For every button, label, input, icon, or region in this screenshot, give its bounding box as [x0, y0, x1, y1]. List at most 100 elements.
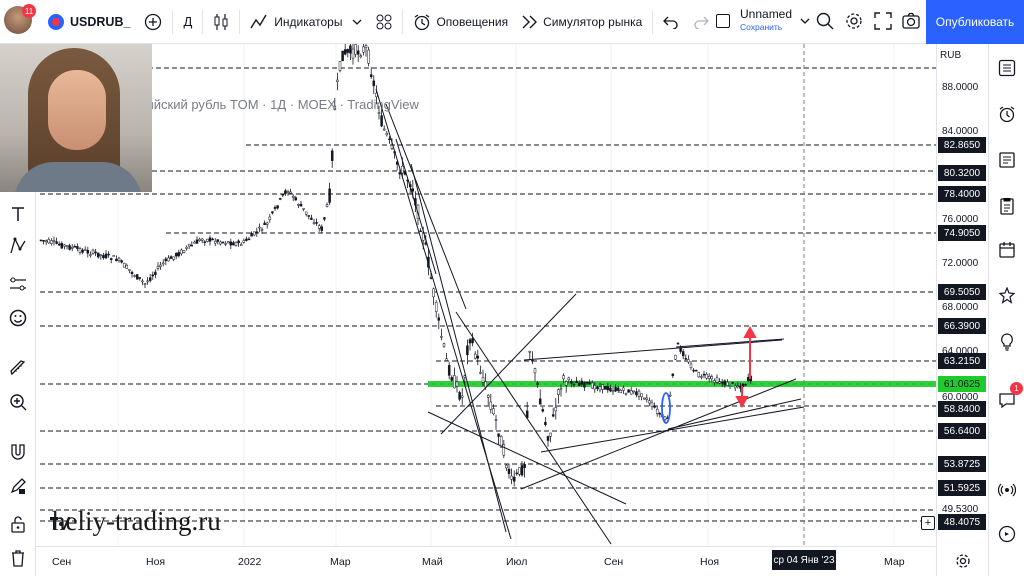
marker-ellipse[interactable] — [661, 392, 671, 424]
chart-pane[interactable]: сийский рубль TOM · 1Д · MOEX · TradingV… — [36, 44, 936, 546]
compare-button[interactable] — [137, 0, 169, 44]
candle-body — [520, 465, 524, 476]
candle-body — [174, 252, 178, 257]
price-level-box[interactable]: 66.3900 — [938, 318, 986, 334]
price-level-box[interactable]: 58.8400 — [938, 401, 986, 417]
candle-body — [198, 238, 201, 241]
candle-body — [312, 222, 316, 225]
trend-lines[interactable] — [375, 88, 805, 545]
candle-body — [333, 105, 337, 110]
chart-style-button[interactable] — [206, 0, 236, 44]
indicators-button[interactable]: Индикаторы — [243, 0, 369, 44]
publish-button[interactable]: Опубликовать — [926, 0, 1024, 44]
undo-button[interactable] — [656, 0, 686, 44]
candle-body — [432, 288, 435, 298]
hotlist-icon[interactable] — [995, 284, 1019, 308]
lock-icon[interactable] — [6, 512, 30, 536]
pattern-tool-icon[interactable] — [6, 234, 30, 258]
ideas-lightbulb-icon[interactable] — [995, 330, 1019, 354]
candle-body — [325, 204, 329, 207]
candle-body — [531, 359, 534, 362]
data-window-icon[interactable] — [995, 194, 1019, 218]
layout-save-link[interactable]: Сохранить — [740, 22, 783, 32]
magnet-icon[interactable] — [6, 440, 30, 464]
news-icon[interactable] — [995, 148, 1019, 172]
streams-icon[interactable] — [995, 478, 1019, 502]
candle-body — [252, 231, 256, 236]
price-axis[interactable]: 88.0000 84.0000 76.0000 72.0000 68.0000 … — [936, 44, 988, 546]
candle-body — [109, 258, 113, 261]
pencil-lock-icon[interactable] — [6, 474, 30, 498]
alarm-clock-icon[interactable] — [995, 102, 1019, 126]
layout-name-button[interactable]: Unnamed Сохранить — [716, 8, 810, 33]
add-level-button[interactable]: + — [921, 516, 935, 530]
search-icon[interactable] — [816, 12, 834, 30]
candle-body — [128, 269, 131, 271]
candle-body — [343, 49, 347, 55]
price-level-box[interactable]: 48.4075 — [938, 514, 986, 530]
candle-body — [102, 255, 105, 259]
candle-body — [289, 191, 292, 194]
candle-body — [479, 372, 482, 374]
candle-body — [323, 217, 326, 220]
symbol-search-button[interactable]: USDRUB_ — [40, 0, 137, 44]
chart-title[interactable]: сийский рубль TOM · 1Д · MOEX · TradingV… — [140, 97, 419, 112]
trash-icon[interactable] — [6, 546, 30, 570]
time-label: 2022 — [238, 556, 262, 568]
price-level-box[interactable]: 53.8725 — [938, 456, 986, 472]
candle-body — [468, 339, 472, 344]
candle-body — [697, 372, 701, 378]
candle-body — [692, 369, 695, 372]
candle-body — [250, 233, 253, 237]
price-level-box[interactable]: 63.2150 — [938, 353, 986, 369]
redo-button[interactable] — [686, 0, 716, 44]
measure-tool-icon[interactable] — [6, 272, 30, 296]
price-level-box[interactable]: 56.6400 — [938, 423, 986, 439]
text-tool-icon[interactable] — [6, 202, 30, 226]
price-level-box[interactable]: 69.5050 — [938, 284, 986, 300]
interval-label: Д — [183, 14, 193, 29]
direction-arrows[interactable] — [735, 325, 757, 409]
time-axis[interactable]: Сен Ноя 2022 Мар Май Июл Сен Ноя Мар ср … — [36, 546, 936, 576]
zoom-in-icon[interactable] — [6, 390, 30, 414]
currency-label[interactable]: RUB — [940, 50, 962, 61]
chart-settings-button[interactable] — [936, 546, 988, 576]
highlighted-price-box[interactable]: 61.0625 — [938, 376, 986, 392]
price-level-box[interactable]: 82.8650 — [938, 137, 986, 153]
candle-body — [518, 467, 521, 475]
candle-body — [245, 238, 248, 241]
candle-body — [723, 380, 727, 386]
candle-body — [377, 112, 381, 114]
help-icon[interactable] — [995, 522, 1019, 546]
candle-body — [237, 240, 240, 243]
price-level-box[interactable]: 74.9050 — [938, 225, 986, 241]
price-level-box[interactable]: 51.5925 — [938, 480, 986, 496]
gear-icon — [955, 554, 970, 568]
replay-button[interactable]: Симулятор рынка — [515, 0, 649, 44]
fullscreen-icon[interactable] — [874, 12, 892, 30]
candle-body — [401, 165, 404, 174]
candle-body — [557, 389, 560, 395]
layout-checkbox[interactable] — [716, 13, 730, 28]
candle-body — [226, 241, 230, 244]
candle-body — [161, 262, 165, 265]
settings-gear-icon[interactable] — [845, 12, 863, 30]
calendar-icon[interactable] — [995, 238, 1019, 262]
symbol-name: USDRUB_ — [70, 14, 131, 29]
emoji-icon[interactable] — [6, 306, 30, 330]
price-level-box[interactable]: 78.4000 — [938, 186, 986, 202]
alerts-button[interactable]: Оповещения — [406, 0, 515, 44]
candle-body — [138, 277, 142, 279]
templates-button[interactable] — [369, 0, 399, 44]
price-level-box[interactable]: 80.3200 — [938, 165, 986, 181]
chat-icon[interactable] — [995, 388, 1019, 412]
indicators-icon — [250, 14, 267, 28]
candle-body — [143, 283, 147, 285]
candle-body — [70, 246, 74, 249]
interval-button[interactable]: Д — [176, 0, 199, 44]
price-label: 68.0000 — [942, 302, 979, 313]
ruler-icon[interactable] — [6, 356, 30, 380]
camera-snapshot-icon[interactable] — [902, 12, 920, 30]
price-chart[interactable] — [36, 44, 936, 546]
watchlist-icon[interactable] — [995, 56, 1019, 80]
